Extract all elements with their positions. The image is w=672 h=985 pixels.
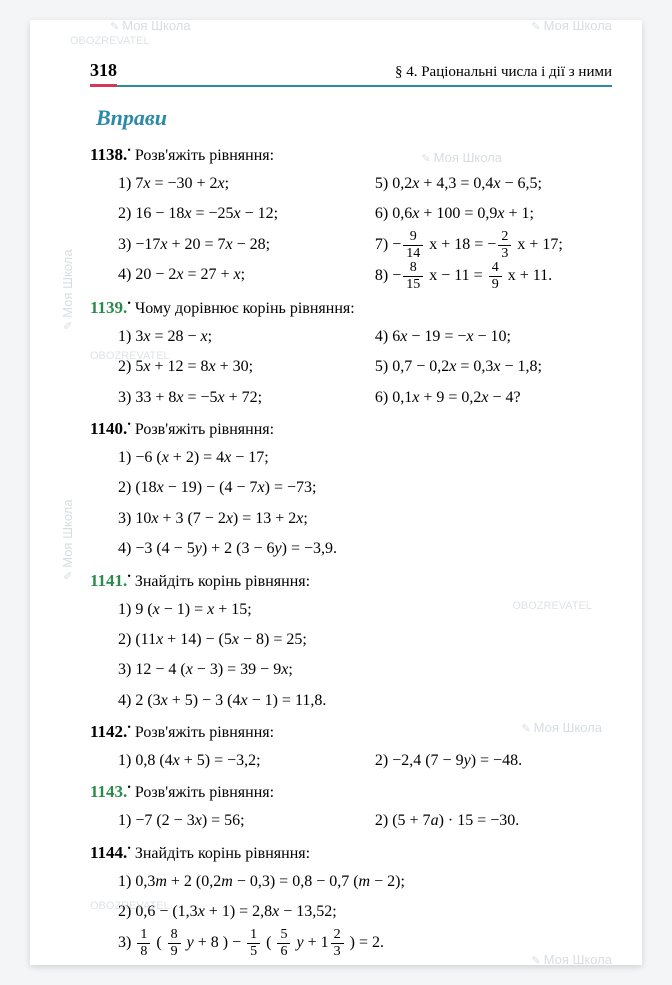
- column-left: 1) 3x = 28 − x;2) 5x + 12 = 8x + 30;3) 3…: [118, 322, 375, 413]
- problem-marker: •: [127, 783, 131, 794]
- problem: 1141.• Знайдіть корінь рівняння: 1) 9 (x…: [90, 571, 612, 717]
- equation-item: 5) 0,2x + 4,3 = 0,4x − 6,5;: [375, 169, 612, 199]
- problem-marker: •: [127, 146, 131, 157]
- problem: 1140.• Розв'яжіть рівняння: 1) −6 (x + 2…: [90, 419, 612, 565]
- column-right: 2) (5 + 7a) · 15 = −30.: [375, 806, 612, 836]
- problem-items: 1) 0,3m + 2 (0,2m − 0,3) = 0,8 − 0,7 (m …: [90, 867, 612, 959]
- equation-item: 1) 3x = 28 − x;: [118, 322, 375, 352]
- equation-item: 1) −6 (x + 2) = 4x − 17;: [118, 443, 612, 473]
- problem-marker: •: [127, 571, 131, 582]
- equation-item: 1) 0,8 (4x + 5) = −3,2;: [118, 746, 375, 776]
- problem-header: 1142.• Розв'яжіть рівняння:: [90, 722, 612, 742]
- problem-number: 1139.: [90, 298, 127, 317]
- problem-number: 1142.: [90, 722, 127, 741]
- equation-item: 1) 0,3m + 2 (0,2m − 0,3) = 0,8 − 0,7 (m …: [118, 867, 612, 897]
- problem-title: Розв'яжіть рівняння:: [135, 147, 274, 164]
- problem-title: Знайдіть корінь рівняння:: [135, 845, 310, 862]
- problem-header: 1143.• Розв'яжіть рівняння:: [90, 782, 612, 802]
- problem-number: 1140.: [90, 419, 127, 438]
- equation-item: 6) 0,6x + 100 = 0,9x + 1;: [375, 199, 612, 229]
- problem-title: Розв'яжіть рівняння:: [135, 421, 274, 438]
- equation-item: 7) −914 x + 18 = −23 x + 17;: [375, 230, 612, 261]
- equation-item: 2) 5x + 12 = 8x + 30;: [118, 352, 375, 382]
- problem-number: 1143.: [90, 782, 127, 801]
- column-right: 2) −2,4 (7 − 9y) = −48.: [375, 746, 612, 776]
- equation-item: 3) 18 ( 89 y + 8 ) − 15 ( 56 y + 123 ) =…: [118, 928, 612, 959]
- equation-item: 4) 6x − 19 = −x − 10;: [375, 322, 612, 352]
- column-left: 1) 0,8 (4x + 5) = −3,2;: [118, 746, 375, 776]
- equation-item: 1) 9 (x − 1) = x + 15;: [118, 595, 612, 625]
- equation-item: 2) 0,6 − (1,3x + 1) = 2,8x − 13,52;: [118, 897, 612, 927]
- equation-item: 2) (5 + 7a) · 15 = −30.: [375, 806, 612, 836]
- column-right: 5) 0,2x + 4,3 = 0,4x − 6,5;6) 0,6x + 100…: [375, 169, 612, 292]
- textbook-page: 318 § 4. Раціональні числа і дії з ними …: [30, 20, 642, 965]
- equation-item: 4) 20 − 2x = 27 + x;: [118, 260, 375, 290]
- problem-marker: •: [127, 723, 131, 734]
- problem-items: 1) 9 (x − 1) = x + 15;2) (11x + 14) − (5…: [90, 595, 612, 717]
- problem-title: Розв'яжіть рівняння:: [135, 784, 274, 801]
- equation-item: 3) −17x + 20 = 7x − 28;: [118, 230, 375, 260]
- problem: 1144.• Знайдіть корінь рівняння: 1) 0,3m…: [90, 843, 612, 959]
- equation-item: 2) −2,4 (7 − 9y) = −48.: [375, 746, 612, 776]
- problem: 1139.• Чому дорівнює корінь рівняння: 1)…: [90, 298, 612, 413]
- equation-item: 3) 12 − 4 (x − 3) = 39 − 9x;: [118, 655, 612, 685]
- equation-item: 4) −3 (4 − 5y) + 2 (3 − 6y) = −3,9.: [118, 534, 612, 564]
- chapter-title: § 4. Раціональні числа і дії з ними: [395, 64, 612, 81]
- problem-marker: •: [127, 298, 131, 309]
- problem-number: 1138.: [90, 145, 127, 164]
- equation-item: 1) 7x = −30 + 2x;: [118, 169, 375, 199]
- problem: 1142.• Розв'яжіть рівняння: 1) 0,8 (4x +…: [90, 722, 612, 776]
- problems-container: 1138.• Розв'яжіть рівняння: 1) 7x = −30 …: [90, 145, 612, 959]
- problem-header: 1138.• Розв'яжіть рівняння:: [90, 145, 612, 165]
- problem-items: 1) 7x = −30 + 2x;2) 16 − 18x = −25x − 12…: [90, 169, 612, 292]
- problem-items: 1) 0,8 (4x + 5) = −3,2; 2) −2,4 (7 − 9y)…: [90, 746, 612, 776]
- problem-items: 1) −7 (2 − 3x) = 56; 2) (5 + 7a) · 15 = …: [90, 806, 612, 836]
- page-number: 318: [90, 60, 117, 81]
- problem-number: 1141.: [90, 571, 127, 590]
- page-header: 318 § 4. Раціональні числа і дії з ними: [90, 60, 612, 87]
- column-left: 1) −7 (2 − 3x) = 56;: [118, 806, 375, 836]
- problem-number: 1144.: [90, 843, 127, 862]
- equation-item: 6) 0,1x + 9 = 0,2x − 4?: [375, 383, 612, 413]
- equation-item: 4) 2 (3x + 5) − 3 (4x − 1) = 11,8.: [118, 686, 612, 716]
- column-left: 1) 7x = −30 + 2x;2) 16 − 18x = −25x − 12…: [118, 169, 375, 292]
- problem-header: 1140.• Розв'яжіть рівняння:: [90, 419, 612, 439]
- problem-marker: •: [127, 420, 131, 431]
- problem-header: 1139.• Чому дорівнює корінь рівняння:: [90, 298, 612, 318]
- problem-items: 1) 3x = 28 − x;2) 5x + 12 = 8x + 30;3) 3…: [90, 322, 612, 413]
- equation-item: 8) −815 x − 11 = 49 x + 11.: [375, 261, 612, 292]
- problem-items: 1) −6 (x + 2) = 4x − 17;2) (18x − 19) − …: [90, 443, 612, 565]
- problem-marker: •: [127, 844, 131, 855]
- column-right: 4) 6x − 19 = −x − 10;5) 0,7 − 0,2x = 0,3…: [375, 322, 612, 413]
- equation-item: 2) 16 − 18x = −25x − 12;: [118, 199, 375, 229]
- equation-item: 3) 33 + 8x = −5x + 72;: [118, 383, 375, 413]
- equation-item: 1) −7 (2 − 3x) = 56;: [118, 806, 375, 836]
- equation-item: 5) 0,7 − 0,2x = 0,3x − 1,8;: [375, 352, 612, 382]
- equation-item: 3) 10x + 3 (7 − 2x) = 13 + 2x;: [118, 504, 612, 534]
- problem-title: Знайдіть корінь рівняння:: [135, 573, 310, 590]
- problem: 1138.• Розв'яжіть рівняння: 1) 7x = −30 …: [90, 145, 612, 292]
- equation-item: 2) (18x − 19) − (4 − 7x) = −73;: [118, 473, 612, 503]
- problem-header: 1141.• Знайдіть корінь рівняння:: [90, 571, 612, 591]
- problem-header: 1144.• Знайдіть корінь рівняння:: [90, 843, 612, 863]
- problem-title: Чому дорівнює корінь рівняння:: [135, 300, 355, 317]
- problem-title: Розв'яжіть рівняння:: [135, 724, 274, 741]
- equation-item: 2) (11x + 14) − (5x − 8) = 25;: [118, 625, 612, 655]
- section-title: Вправи: [90, 105, 612, 131]
- problem: 1143.• Розв'яжіть рівняння: 1) −7 (2 − 3…: [90, 782, 612, 836]
